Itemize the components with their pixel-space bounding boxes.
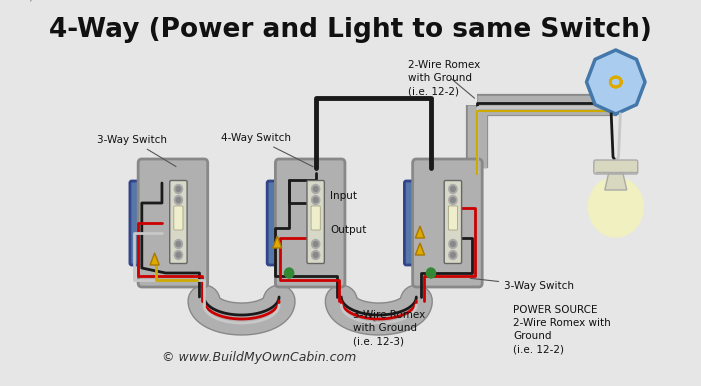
FancyBboxPatch shape	[27, 0, 674, 386]
Circle shape	[175, 185, 182, 193]
Circle shape	[451, 242, 455, 247]
Polygon shape	[416, 243, 425, 255]
FancyBboxPatch shape	[138, 159, 207, 287]
Text: © www.BuildMyOwnCabin.com: © www.BuildMyOwnCabin.com	[162, 352, 356, 364]
Circle shape	[313, 252, 318, 257]
Polygon shape	[605, 174, 627, 190]
Circle shape	[311, 185, 320, 193]
FancyBboxPatch shape	[449, 206, 458, 230]
Circle shape	[449, 185, 457, 193]
Polygon shape	[150, 253, 159, 265]
FancyBboxPatch shape	[594, 160, 638, 174]
Circle shape	[175, 195, 182, 205]
Circle shape	[311, 251, 320, 259]
Text: 2-Wire Romex
with Ground
(i.e. 12-2): 2-Wire Romex with Ground (i.e. 12-2)	[408, 60, 480, 96]
Circle shape	[285, 268, 294, 278]
Text: 4-Way Switch: 4-Way Switch	[221, 133, 313, 167]
Text: POWER SOURCE
2-Wire Romex with
Ground
(i.e. 12-2): POWER SOURCE 2-Wire Romex with Ground (i…	[513, 305, 611, 355]
FancyBboxPatch shape	[307, 181, 325, 264]
Polygon shape	[587, 50, 645, 114]
FancyBboxPatch shape	[444, 181, 461, 264]
Text: 3-Way Switch: 3-Way Switch	[97, 135, 176, 167]
FancyBboxPatch shape	[275, 159, 345, 287]
FancyBboxPatch shape	[404, 181, 443, 265]
Text: 4-Way (Power and Light to same Switch): 4-Way (Power and Light to same Switch)	[49, 17, 652, 43]
Circle shape	[449, 239, 457, 249]
Text: Output: Output	[330, 225, 367, 235]
FancyBboxPatch shape	[174, 206, 183, 230]
Circle shape	[313, 198, 318, 203]
Circle shape	[449, 195, 457, 205]
Circle shape	[176, 198, 181, 203]
Text: Input: Input	[330, 191, 358, 201]
FancyBboxPatch shape	[130, 181, 168, 265]
Circle shape	[175, 251, 182, 259]
Text: 3-Wire Romex
with Ground
(i.e. 12-3): 3-Wire Romex with Ground (i.e. 12-3)	[353, 310, 426, 346]
Text: 3-Way Switch: 3-Way Switch	[470, 278, 574, 291]
FancyBboxPatch shape	[311, 206, 320, 230]
FancyBboxPatch shape	[170, 181, 187, 264]
FancyBboxPatch shape	[267, 181, 306, 265]
Circle shape	[313, 186, 318, 191]
Circle shape	[451, 198, 455, 203]
Circle shape	[176, 186, 181, 191]
Circle shape	[451, 186, 455, 191]
FancyBboxPatch shape	[413, 159, 482, 287]
Circle shape	[313, 242, 318, 247]
Circle shape	[311, 195, 320, 205]
Circle shape	[176, 242, 181, 247]
Circle shape	[426, 268, 435, 278]
Polygon shape	[273, 236, 282, 248]
Circle shape	[588, 177, 644, 237]
Polygon shape	[416, 226, 425, 238]
Circle shape	[451, 252, 455, 257]
Circle shape	[311, 239, 320, 249]
Circle shape	[175, 239, 182, 249]
Circle shape	[449, 251, 457, 259]
Circle shape	[176, 252, 181, 257]
